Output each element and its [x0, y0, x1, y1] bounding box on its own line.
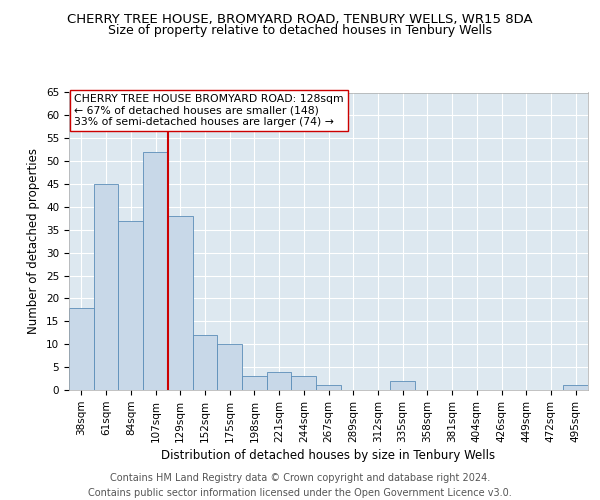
Text: Contains HM Land Registry data © Crown copyright and database right 2024.
Contai: Contains HM Land Registry data © Crown c… [88, 472, 512, 498]
Bar [193, 335, 217, 390]
Text: CHERRY TREE HOUSE, BROMYARD ROAD, TENBURY WELLS, WR15 8DA: CHERRY TREE HOUSE, BROMYARD ROAD, TENBUR… [67, 12, 533, 26]
Text: Size of property relative to detached houses in Tenbury Wells: Size of property relative to detached ho… [108, 24, 492, 37]
Bar [143, 152, 168, 390]
X-axis label: Distribution of detached houses by size in Tenbury Wells: Distribution of detached houses by size … [161, 449, 496, 462]
Bar [69, 308, 94, 390]
Y-axis label: Number of detached properties: Number of detached properties [28, 148, 40, 334]
Bar [168, 216, 193, 390]
Text: CHERRY TREE HOUSE BROMYARD ROAD: 128sqm
← 67% of detached houses are smaller (14: CHERRY TREE HOUSE BROMYARD ROAD: 128sqm … [74, 94, 344, 127]
Bar [118, 220, 143, 390]
Bar [563, 386, 588, 390]
Bar [316, 386, 341, 390]
Bar [390, 381, 415, 390]
Bar [94, 184, 118, 390]
Bar [292, 376, 316, 390]
Bar [242, 376, 267, 390]
Bar [217, 344, 242, 390]
Bar [267, 372, 292, 390]
